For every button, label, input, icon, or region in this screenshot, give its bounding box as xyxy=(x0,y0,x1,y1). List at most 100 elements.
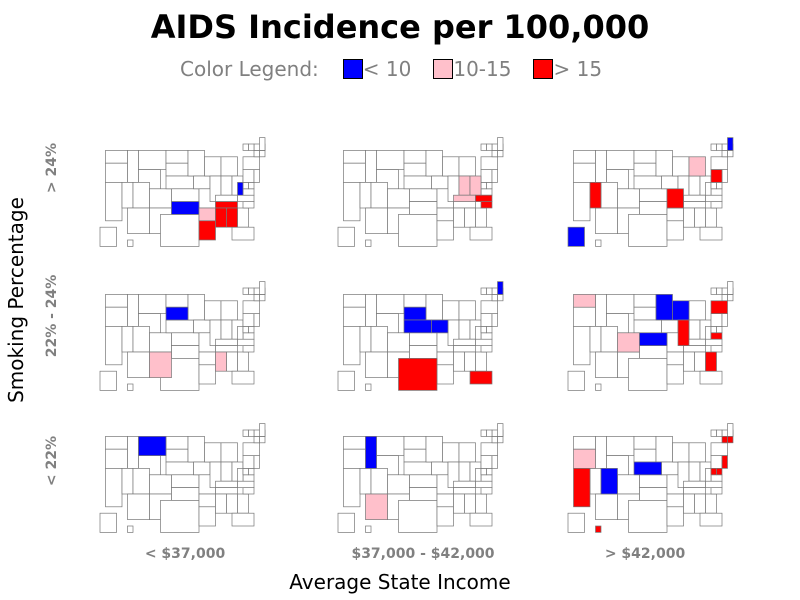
state-louisiana xyxy=(666,506,684,527)
state-kentucky xyxy=(683,480,706,488)
state-montana xyxy=(606,294,635,314)
state-new-york xyxy=(710,300,728,314)
state-arkansas xyxy=(436,351,454,366)
state-connecticut xyxy=(491,150,498,158)
state-new-jersey xyxy=(253,455,260,469)
state-tennessee xyxy=(683,345,706,353)
state-idaho xyxy=(127,294,139,327)
state-new-jersey xyxy=(253,313,260,327)
state-iowa xyxy=(431,319,449,334)
state-maryland xyxy=(710,468,717,476)
map-panel-r1-c1 xyxy=(337,281,504,391)
state-west-virginia xyxy=(705,326,712,340)
state-texas xyxy=(628,500,668,533)
state-indiana xyxy=(458,319,471,340)
x-axis-title: Average State Income xyxy=(289,570,511,594)
state-mississippi xyxy=(453,493,465,514)
state-oregon xyxy=(343,162,366,183)
state-connecticut xyxy=(721,294,728,302)
state-wisconsin xyxy=(672,300,690,321)
state-alabama xyxy=(464,207,476,228)
legend-label-mid: 10-15 xyxy=(453,57,512,81)
state-delaware xyxy=(248,326,255,334)
state-alabama xyxy=(226,351,238,372)
state-nebraska xyxy=(403,319,432,334)
state-maryland xyxy=(710,182,717,190)
state-vermont xyxy=(248,143,255,151)
state-maryland xyxy=(242,182,249,190)
state-colorado xyxy=(149,332,172,353)
state-virginia xyxy=(710,188,723,196)
state-oregon xyxy=(105,162,128,183)
state-pennsylvania xyxy=(710,313,723,327)
state-georgia xyxy=(237,351,249,372)
state-maine xyxy=(497,423,504,437)
state-new-hampshire xyxy=(480,287,487,295)
state-florida xyxy=(699,512,723,527)
state-virginia xyxy=(242,188,255,196)
state-rhode-island xyxy=(259,294,266,302)
state-mississippi xyxy=(453,207,465,228)
state-minnesota xyxy=(655,150,673,177)
state-washington xyxy=(343,150,366,164)
state-kentucky xyxy=(453,480,476,488)
state-montana xyxy=(138,294,167,314)
state-pennsylvania xyxy=(480,313,493,327)
state-connecticut xyxy=(253,294,260,302)
state-kansas xyxy=(639,188,668,202)
state-delaware xyxy=(716,468,723,476)
state-wisconsin xyxy=(672,442,690,463)
state-louisiana xyxy=(198,506,216,527)
state-south-carolina xyxy=(242,201,255,209)
state-idaho xyxy=(127,150,139,183)
state-utah xyxy=(370,326,388,353)
state-georgia xyxy=(705,351,717,372)
state-south-dakota xyxy=(403,162,427,177)
state-oklahoma xyxy=(409,487,438,501)
state-kentucky xyxy=(683,194,706,202)
legend-item-mid: 10-15 xyxy=(433,57,511,81)
state-california xyxy=(105,468,123,508)
state-michigan xyxy=(220,156,238,177)
state-colorado xyxy=(617,188,640,209)
state-florida xyxy=(231,512,255,527)
state-maine xyxy=(497,281,504,295)
state-texas xyxy=(628,214,668,247)
state-indiana xyxy=(220,175,233,196)
state-washington xyxy=(105,436,128,450)
chart-title: AIDS Incidence per 100,000 xyxy=(150,8,650,46)
state-new-jersey xyxy=(491,169,498,183)
state-pennsylvania xyxy=(242,313,255,327)
state-montana xyxy=(606,436,635,456)
state-new-hampshire xyxy=(710,143,717,151)
map-panel-r2-c2 xyxy=(567,423,734,533)
state-iowa xyxy=(431,175,449,190)
state-maryland xyxy=(710,326,717,334)
state-kansas xyxy=(171,188,200,202)
state-maine xyxy=(259,423,266,437)
state-colorado xyxy=(387,332,410,353)
state-wisconsin xyxy=(204,156,222,177)
state-arizona xyxy=(595,493,618,520)
state-north-dakota xyxy=(403,436,427,450)
state-alabama xyxy=(694,493,706,514)
state-arkansas xyxy=(198,207,216,222)
state-new-jersey xyxy=(491,455,498,469)
state-arizona xyxy=(127,351,150,378)
state-new-jersey xyxy=(721,313,728,327)
state-minnesota xyxy=(187,150,205,177)
state-kansas xyxy=(409,474,438,488)
state-new-hampshire xyxy=(710,429,717,437)
state-mississippi xyxy=(683,493,695,514)
map-panel-r2-c0 xyxy=(99,423,266,533)
state-louisiana xyxy=(198,364,216,385)
state-nevada xyxy=(121,468,134,495)
state-tennessee xyxy=(683,487,706,495)
state-new-york xyxy=(242,300,260,314)
state-virginia xyxy=(710,332,723,340)
state-hawaii xyxy=(365,525,372,533)
state-rhode-island xyxy=(727,294,734,302)
state-colorado xyxy=(149,188,172,209)
